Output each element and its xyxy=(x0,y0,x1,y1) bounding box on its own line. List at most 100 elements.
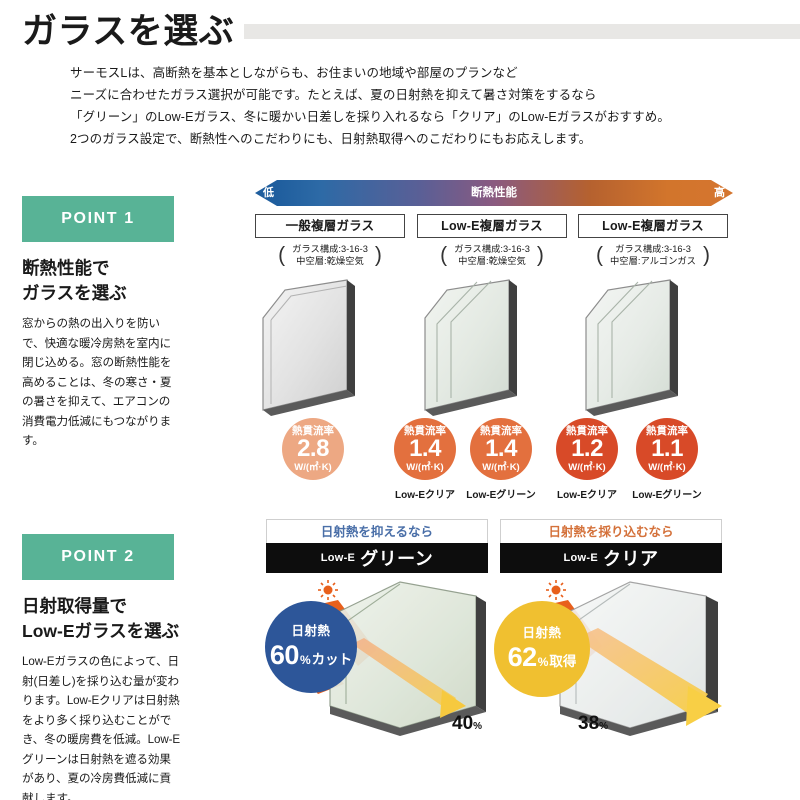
point2-sidebar: POINT 2 日射取得量で Low-Eガラスを選ぶ Low-Eガラスの色によっ… xyxy=(0,534,180,800)
panel-lowe-label: Low-E xyxy=(320,552,356,564)
u-value-caption: 熱貫流率 xyxy=(646,424,688,437)
u-value-caption: 熱貫流率 xyxy=(480,424,522,437)
u-value-label: Low-Eクリア xyxy=(395,490,455,501)
point1-heading-line1: 断熱性能で xyxy=(22,258,110,278)
paren-left-icon: ( xyxy=(278,243,286,267)
u-value-circle: 熱貫流率 1.2 W/(㎡·K) xyxy=(556,418,618,480)
paren-right-icon: ) xyxy=(374,243,382,267)
glass-spec-line1: ガラス構成:3-16-3 xyxy=(454,244,530,254)
panel-title-bar: Low-E グリーン xyxy=(266,543,488,573)
paren-left-icon: ( xyxy=(440,243,448,267)
sun-icon xyxy=(546,580,566,600)
circle-caption: 日射熱 xyxy=(291,623,331,638)
circle-percent-sign: % xyxy=(537,655,549,670)
u-value-number: 1.4 xyxy=(409,435,441,462)
title-accent-bar xyxy=(244,23,800,39)
point1-sidebar: POINT 1 断熱性能で ガラスを選ぶ 窓からの熱の出入りを防いで、快適な暖冷… xyxy=(0,196,175,451)
sun-icon xyxy=(318,580,338,600)
glass-pane-illustration-single xyxy=(255,272,365,422)
point2-heading-line1: 日射取得量で xyxy=(22,596,127,616)
circle-number: 60 xyxy=(269,640,300,671)
u-value-caption: 熱貫流率 xyxy=(566,424,608,437)
glass-pane-illustration-lowe-argon xyxy=(578,272,688,422)
glass-type-spec: ( ガラス構成:3-16-3 中空層:乾燥空気 ) xyxy=(278,243,382,267)
glass-pane-illustration-lowe-air xyxy=(417,272,527,422)
point1-badge: POINT 1 xyxy=(22,196,174,242)
glass-type-spec: ( ガラス構成:3-16-3 中空層:アルゴンガス ) xyxy=(596,243,710,267)
u-value-unit: W/(㎡·K) xyxy=(294,462,332,473)
glass-type-column: 一般複層ガラス ( ガラス構成:3-16-3 中空層:乾燥空気 ) xyxy=(255,214,405,269)
glass-spec-line1: ガラス構成:3-16-3 xyxy=(292,244,368,254)
insulation-scale: 低 断熱性能 高 xyxy=(255,180,733,206)
point2-panel-clear: 日射熱を採り込むなら Low-E クリア xyxy=(500,519,722,573)
panel-lowe-label: Low-E xyxy=(563,552,598,564)
reflected-percent-sign: % xyxy=(599,721,609,732)
paren-right-icon: ) xyxy=(702,243,710,267)
intro-line: ニーズに合わせたガラス選択が可能です。たとえば、夏の日射熱を抑えて暑さ対策をする… xyxy=(70,88,597,102)
u-value-number: 1.2 xyxy=(571,435,603,462)
scale-gradient-bar xyxy=(277,180,711,206)
point2-badge: POINT 2 xyxy=(22,534,174,580)
point1-heading-line2: ガラスを選ぶ xyxy=(22,283,127,303)
scale-label-high: 高 xyxy=(714,187,725,199)
transmitted-number: 40 xyxy=(452,713,474,734)
circle-caption: 日射熱 xyxy=(522,625,562,640)
point2-body-text: Low-Eガラスの色によって、日射(日差し)を採り込む量が変わります。Low-E… xyxy=(22,655,180,800)
u-value-number: 1.1 xyxy=(651,435,683,462)
reflected-percent-clear: 38% xyxy=(578,713,608,735)
panel-variant-label: グリーン xyxy=(360,549,434,569)
glass-type-column: Low-E複層ガラス ( ガラス構成:3-16-3 中空層:乾燥空気 ) xyxy=(417,214,567,269)
circle-suffix: 取得 xyxy=(549,654,577,670)
transmitted-percent-green: 40% xyxy=(452,713,482,735)
u-value-unit: W/(㎡·K) xyxy=(482,462,520,473)
glass-type-name: Low-E複層ガラス xyxy=(417,214,567,238)
u-value-label: Low-Eグリーン xyxy=(632,490,702,501)
panel-title-bar: Low-E クリア xyxy=(500,543,722,573)
u-value-unit: W/(㎡·K) xyxy=(406,462,444,473)
solar-percent-circle-clear: 日射熱 62 % 取得 xyxy=(494,601,590,697)
point2-panel-green: 日射熱を抑えるなら Low-E グリーン xyxy=(266,519,488,573)
solar-percent-circle-green: 日射熱 60 % カット xyxy=(265,601,357,693)
intro-paragraph: サーモスLは、高断熱を基本としながらも、お住まいの地域や部屋のプランなど ニーズ… xyxy=(70,62,770,150)
scale-arrow-left-icon xyxy=(255,180,277,206)
scale-label-low: 低 xyxy=(263,187,274,199)
u-value-circle: 熱貫流率 1.1 W/(㎡·K) xyxy=(636,418,698,480)
intro-line: サーモスLは、高断熱を基本としながらも、お住まいの地域や部屋のプランなど xyxy=(70,66,518,80)
glass-spec-line2: 中空層:乾燥空気 xyxy=(458,256,526,266)
panel-subtitle: 日射熱を抑えるなら xyxy=(266,519,488,543)
u-value-caption: 熱貫流率 xyxy=(404,424,446,437)
u-value-label: Low-Eグリーン xyxy=(466,490,536,501)
u-value-number: 1.4 xyxy=(485,435,517,462)
scale-arrow-right-icon xyxy=(711,180,733,206)
glass-type-spec: ( ガラス構成:3-16-3 中空層:乾燥空気 ) xyxy=(440,243,544,267)
intro-line: 「グリーン」のLow-Eガラス、冬に暖かい日差しを採り入れるなら「クリア」のLo… xyxy=(70,110,670,124)
point1-body-text: 窓からの熱の出入りを防いで、快適な暖冷房熱を室内に閉じ込める。窓の断熱性能を高め… xyxy=(22,317,172,447)
circle-percent-sign: % xyxy=(299,653,311,668)
point2-heading-line2: Low-Eガラスを選ぶ xyxy=(22,621,180,641)
point1-heading: 断熱性能で ガラスを選ぶ xyxy=(22,256,175,306)
glass-type-name: 一般複層ガラス xyxy=(255,214,405,238)
u-value-circle: 熱貫流率 1.4 W/(㎡·K) xyxy=(394,418,456,480)
u-value-caption: 熱貫流率 xyxy=(292,424,334,437)
u-value-circle: 熱貫流率 2.8 W/(㎡·K) xyxy=(282,418,344,480)
u-value-unit: W/(㎡·K) xyxy=(568,462,606,473)
transmitted-percent-sign: % xyxy=(473,721,483,732)
paren-left-icon: ( xyxy=(596,243,603,267)
glass-spec-line1: ガラス構成:3-16-3 xyxy=(615,244,691,254)
page-title: ガラスを選ぶ xyxy=(22,11,235,51)
circle-number: 62 xyxy=(507,642,538,673)
scale-label-middle: 断熱性能 xyxy=(471,187,517,199)
intro-line: 2つのガラス設定で、断熱性へのこだわりにも、日射熱取得へのこだわりにもお応えしま… xyxy=(70,132,592,146)
glass-spec-line2: 中空層:乾燥空気 xyxy=(296,256,364,266)
u-value-number: 2.8 xyxy=(297,435,329,462)
u-value-circle: 熱貫流率 1.4 W/(㎡·K) xyxy=(470,418,532,480)
glass-spec-line2: 中空層:アルゴンガス xyxy=(610,256,696,266)
glass-type-name: Low-E複層ガラス xyxy=(578,214,728,238)
circle-suffix: カット xyxy=(311,652,353,668)
paren-right-icon: ) xyxy=(536,243,544,267)
u-value-unit: W/(㎡·K) xyxy=(648,462,686,473)
u-value-label: Low-Eクリア xyxy=(557,490,617,501)
panel-variant-label: クリア xyxy=(603,549,659,569)
point2-heading: 日射取得量で Low-Eガラスを選ぶ xyxy=(22,594,185,644)
